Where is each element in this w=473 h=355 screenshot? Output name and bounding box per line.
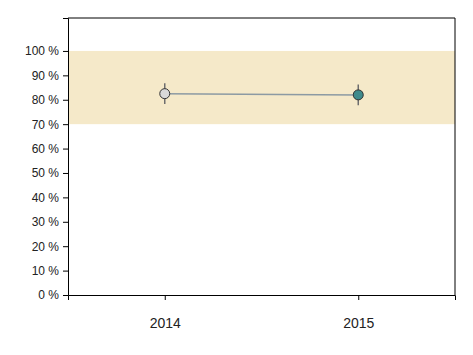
y-tick: 10 % xyxy=(32,264,68,278)
y-tick: 80 % xyxy=(32,93,68,107)
y-tick: 60 % xyxy=(32,142,68,156)
y-tick-label: 20 % xyxy=(32,240,60,254)
x-tick-mark xyxy=(358,295,359,300)
point xyxy=(353,90,363,100)
y-tick-mark xyxy=(63,100,68,101)
y-tick-label: 40 % xyxy=(32,191,60,205)
y-tick-label: 30 % xyxy=(32,215,60,229)
x-tick-label: 2014 xyxy=(150,315,181,331)
point xyxy=(160,89,170,99)
y-tick-mark xyxy=(63,75,68,76)
x-tick: 2015 xyxy=(343,295,374,331)
frame xyxy=(68,18,455,19)
y-tick: 90 % xyxy=(32,69,68,83)
y-tick-mark xyxy=(63,124,68,125)
target-band xyxy=(68,51,455,124)
marks xyxy=(68,51,455,124)
y-tick-label: 80 % xyxy=(32,93,60,107)
y-tick: 50 % xyxy=(32,166,68,180)
y-tick-mark xyxy=(63,295,68,296)
y-tick-label: 10 % xyxy=(32,264,60,278)
y-tick-label: 60 % xyxy=(32,142,60,156)
y-tick-label: 90 % xyxy=(32,69,60,83)
y-tick: 100 % xyxy=(25,44,68,58)
chart: 0 % 10 % 20 % 30 % 40 % 50 % 60 % 70 % 80 % 90 % 1… xyxy=(0,0,473,355)
plot: 0 % 10 % 20 % 30 % 40 % 50 % 60 % 70 % 80 % 90 % 1… xyxy=(25,18,456,331)
y-tick: 40 % xyxy=(32,191,68,205)
y-tick: 20 % xyxy=(32,240,68,254)
y-tick-mark xyxy=(63,246,68,247)
x-axis-line xyxy=(69,296,456,301)
y-tick-mark xyxy=(63,271,68,272)
y-tick: 0 % xyxy=(38,288,68,302)
y-tick-label: 70 % xyxy=(32,118,60,132)
y-tick-label: 50 % xyxy=(32,166,60,180)
y-axis: 0 % 10 % 20 % 30 % 40 % 50 % 60 % 70 % 80 % 90 % 1… xyxy=(25,19,69,303)
y-tick-label: 100 % xyxy=(25,44,59,58)
x-axis: 2014 2015 xyxy=(69,295,456,331)
y-tick-mark xyxy=(63,149,68,150)
y-tick: 70 % xyxy=(32,118,68,132)
y-tick: 30 % xyxy=(32,215,68,229)
y-tick-mark xyxy=(63,51,68,52)
y-tick-label: 0 % xyxy=(38,288,59,302)
x-tick-label: 2015 xyxy=(343,315,374,331)
y-tick-mark xyxy=(63,197,68,198)
y-tick-mark xyxy=(63,173,68,174)
frame xyxy=(455,18,456,295)
line xyxy=(165,94,359,95)
y-axis-line xyxy=(63,19,69,296)
x-tick-mark xyxy=(165,295,166,300)
x-tick: 2014 xyxy=(150,295,181,331)
y-tick-mark xyxy=(63,222,68,223)
